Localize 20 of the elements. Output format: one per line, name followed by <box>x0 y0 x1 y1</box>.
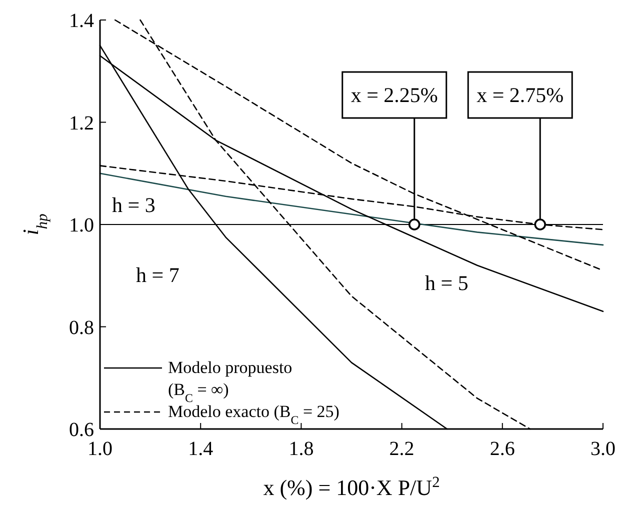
y-tick-label: 0.8 <box>69 316 94 339</box>
annotation: h = 3 <box>112 193 156 217</box>
annotation: h = 5 <box>425 271 468 295</box>
x-tick-label: 3.0 <box>590 438 616 460</box>
y-tick-label: 1.0 <box>69 214 94 236</box>
x-tick-label: 1.0 <box>88 438 112 460</box>
annotation: x = 2.25% <box>350 83 438 107</box>
annotation: h = 7 <box>136 263 180 287</box>
y-tick-label: 1.4 <box>69 10 94 32</box>
x-tick-label: 2.6 <box>490 438 515 460</box>
x-tick-label: 1.8 <box>288 438 314 460</box>
legend-label: Modelo exacto (B$_{C}$ = 25) <box>168 402 340 427</box>
annotation: x = 2.75% <box>476 83 564 107</box>
x-tick-label: 1.4 <box>188 438 214 460</box>
y-tick-label: 1.2 <box>69 112 94 134</box>
legend-label: Modelo propuesto (B$_{C}$ = ∞) <box>168 358 292 405</box>
y-tick-label: 0.6 <box>69 419 94 441</box>
x-axis-title: x (%) = 100·X P/U$^{2}$ <box>263 474 440 500</box>
x-tick-label: 2.2 <box>389 438 414 460</box>
line-series <box>99 172 604 246</box>
